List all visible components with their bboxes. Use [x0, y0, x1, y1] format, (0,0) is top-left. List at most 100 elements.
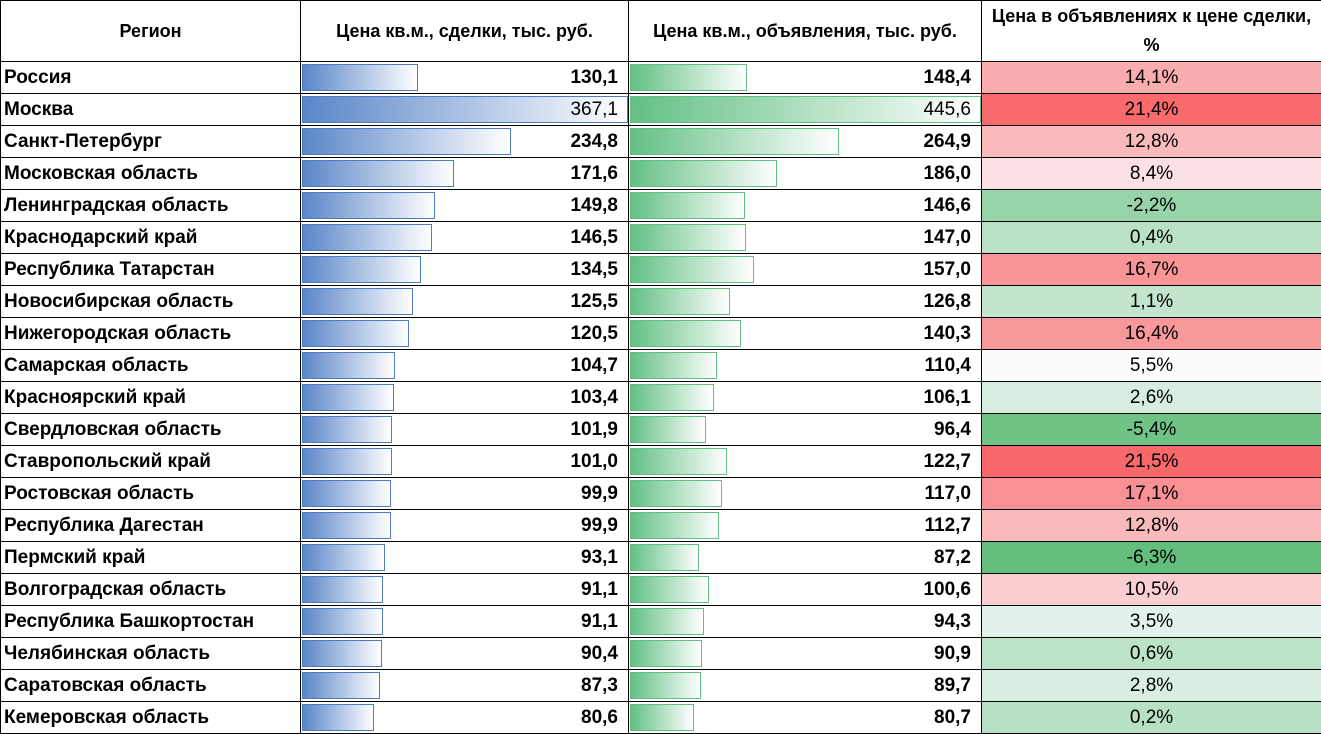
deal-price-bar — [302, 160, 454, 187]
region-name: Московская область — [1, 158, 301, 190]
deal-price-cell: 149,8 — [301, 190, 629, 222]
deal-price-bar — [302, 640, 382, 667]
ask-price-value: 264,9 — [923, 126, 971, 157]
deal-price-cell: 99,9 — [301, 510, 629, 542]
deal-price-cell: 93,1 — [301, 542, 629, 574]
ask-price-bar — [630, 512, 719, 539]
region-name: Республика Дагестан — [1, 510, 301, 542]
ask-price-value: 146,6 — [923, 190, 971, 221]
deal-price-cell: 91,1 — [301, 606, 629, 638]
ask-price-value: 126,8 — [923, 286, 971, 317]
ask-price-value: 89,7 — [934, 670, 971, 701]
region-name: Ленинградская область — [1, 190, 301, 222]
deal-price-value: 171,6 — [570, 158, 618, 189]
ask-price-bar — [630, 64, 747, 91]
region-name: Республика Татарстан — [1, 254, 301, 286]
deal-price-value: 87,3 — [581, 670, 618, 701]
ratio-value: 21,4% — [982, 94, 1321, 126]
deal-price-bar — [302, 704, 374, 731]
deal-price-bar — [302, 608, 383, 635]
deal-price-value: 125,5 — [570, 286, 618, 317]
deal-price-value: 101,9 — [570, 414, 618, 445]
region-name: Волгоградская область — [1, 574, 301, 606]
deal-price-value: 103,4 — [570, 382, 618, 413]
region-name: Новосибирская область — [1, 286, 301, 318]
ratio-value: 0,6% — [982, 638, 1321, 670]
ratio-value: 8,4% — [982, 158, 1321, 190]
deal-price-cell: 101,0 — [301, 446, 629, 478]
ask-price-cell: 157,0 — [629, 254, 982, 286]
region-name: Санкт-Петербург — [1, 126, 301, 158]
deal-price-cell: 130,1 — [301, 62, 629, 94]
region-name: Кемеровская область — [1, 702, 301, 734]
deal-price-bar — [302, 416, 392, 443]
deal-price-value: 367,1 — [570, 94, 618, 125]
ask-price-bar — [630, 416, 706, 443]
deal-price-value: 130,1 — [570, 62, 618, 93]
region-name: Нижегородская область — [1, 318, 301, 350]
ask-price-cell: 106,1 — [629, 382, 982, 414]
header-ask-price: Цена кв.м., объявления, тыс. руб. — [629, 1, 982, 62]
ask-price-value: 80,7 — [934, 702, 971, 733]
ask-price-cell: 140,3 — [629, 318, 982, 350]
ask-price-value: 157,0 — [923, 254, 971, 285]
ask-price-cell: 117,0 — [629, 478, 982, 510]
deal-price-bar — [302, 384, 394, 411]
ratio-value: 14,1% — [982, 62, 1321, 94]
deal-price-value: 120,5 — [570, 318, 618, 349]
ask-price-cell: 110,4 — [629, 350, 982, 382]
deal-price-value: 134,5 — [570, 254, 618, 285]
ask-price-bar — [630, 352, 717, 379]
header-row: Регион Цена кв.м., сделки, тыс. руб. Цен… — [1, 1, 1321, 62]
ask-price-cell: 94,3 — [629, 606, 982, 638]
ask-price-cell: 148,4 — [629, 62, 982, 94]
deal-price-value: 146,5 — [570, 222, 618, 253]
deal-price-bar — [302, 512, 391, 539]
region-name: Москва — [1, 94, 301, 126]
ask-price-value: 148,4 — [923, 62, 971, 93]
deal-price-value: 234,8 — [570, 126, 618, 157]
deal-price-bar — [302, 288, 413, 315]
region-name: Пермский край — [1, 542, 301, 574]
deal-price-cell: 120,5 — [301, 318, 629, 350]
deal-price-value: 99,9 — [581, 478, 618, 509]
ask-price-cell: 89,7 — [629, 670, 982, 702]
header-deal-price: Цена кв.м., сделки, тыс. руб. — [301, 1, 629, 62]
ask-price-bar — [630, 192, 745, 219]
ask-price-cell: 100,6 — [629, 574, 982, 606]
ratio-value: 0,4% — [982, 222, 1321, 254]
ask-price-value: 117,0 — [925, 478, 972, 509]
deal-price-bar — [302, 544, 385, 571]
deal-price-cell: 146,5 — [301, 222, 629, 254]
ask-price-value: 140,3 — [923, 318, 971, 349]
ratio-value: 17,1% — [982, 478, 1321, 510]
ratio-value: 10,5% — [982, 574, 1321, 606]
ask-price-bar — [630, 128, 839, 155]
deal-price-bar — [302, 128, 511, 155]
region-name: Самарская область — [1, 350, 301, 382]
deal-price-cell: 134,5 — [301, 254, 629, 286]
ask-price-bar — [630, 320, 741, 347]
ask-price-cell: 445,6 — [629, 94, 982, 126]
deal-price-cell: 87,3 — [301, 670, 629, 702]
ask-price-bar — [630, 288, 730, 315]
ask-price-bar — [630, 224, 746, 251]
deal-price-value: 149,8 — [570, 190, 618, 221]
ask-price-cell: 122,7 — [629, 446, 982, 478]
region-name: Республика Башкортостан — [1, 606, 301, 638]
